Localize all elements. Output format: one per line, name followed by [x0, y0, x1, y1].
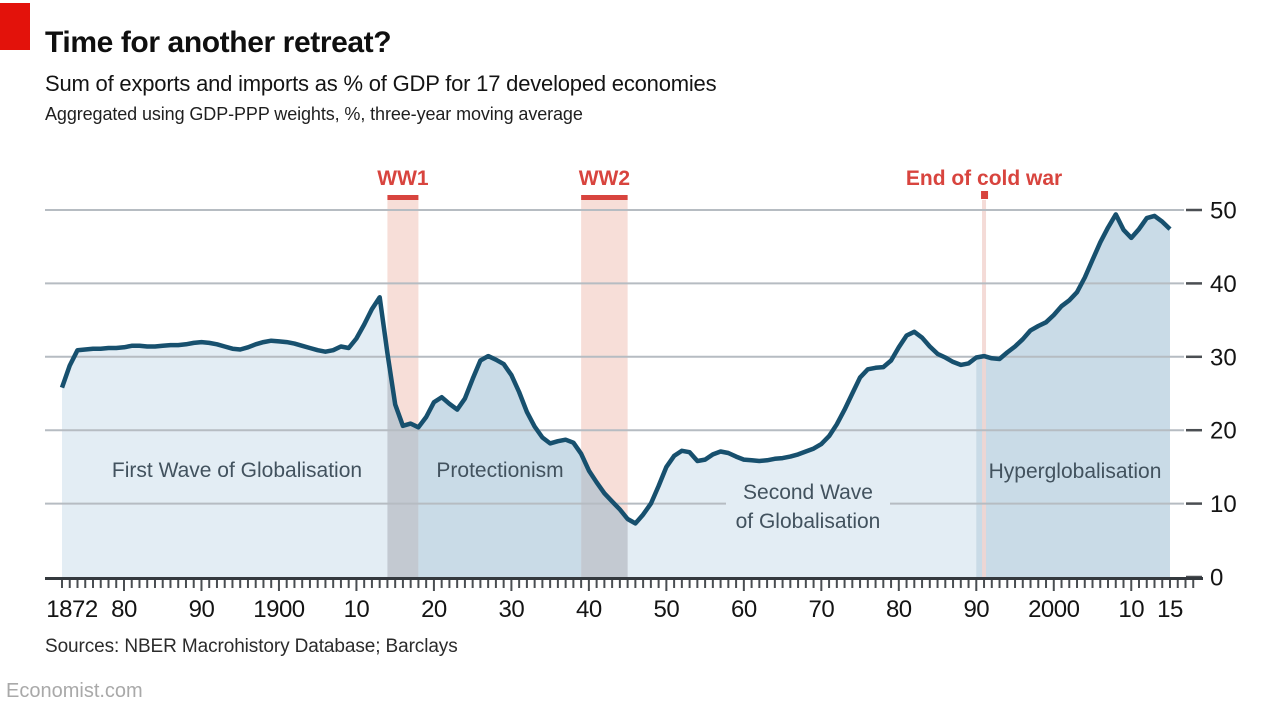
era-label-second-wave-line2: of Globalisation	[736, 510, 881, 533]
x-axis-label-1872: 1872	[46, 596, 98, 623]
chart-note: Aggregated using GDP-PPP weights, %, thr…	[45, 104, 583, 124]
x-axis-label-1970: 70	[808, 596, 834, 623]
y-axis-label-0: 0	[1210, 565, 1223, 592]
annotation-label-ww1: WW1	[377, 167, 429, 190]
x-axis-label-1910: 10	[344, 596, 370, 623]
era-label-first-wave: First Wave of Globalisation	[112, 459, 362, 482]
x-axis-label-1920: 20	[421, 596, 447, 623]
cold-war-event-line	[982, 200, 987, 577]
x-axis-label-1990: 90	[963, 596, 989, 623]
y-axis-label-20: 20	[1210, 418, 1237, 445]
era-label-knockout-second-wave	[726, 478, 890, 534]
era-label-hyper: Hyperglobalisation	[989, 460, 1162, 483]
x-axis-label-1960: 60	[731, 596, 757, 623]
annotation-bar-ww1	[387, 195, 419, 200]
x-axis-label-2000: 2000	[1028, 596, 1080, 623]
y-axis-label-40: 40	[1210, 271, 1237, 298]
x-axis-label-1930: 30	[499, 596, 525, 623]
era-band-protectionism	[418, 214, 582, 577]
chart-subtitle: Sum of exports and imports as % of GDP f…	[45, 71, 717, 96]
annotation-label-ww2: WW2	[579, 167, 630, 190]
y-axis-label-30: 30	[1210, 344, 1237, 371]
x-axis-label-1940: 40	[576, 596, 602, 623]
area-series-fill	[62, 214, 1170, 577]
trade-openness-line	[59, 212, 1172, 526]
x-axis-label-1880: 80	[111, 596, 137, 623]
x-axis-label-1890: 90	[189, 596, 215, 623]
x-axis-label-2010: 10	[1118, 596, 1144, 623]
x-axis-label-1980: 80	[886, 596, 912, 623]
annotation-tick-cold-war	[981, 191, 989, 199]
era-label-second-wave-line1: Second Wave	[743, 481, 873, 504]
y-axis-label-10: 10	[1210, 491, 1237, 518]
economist-brand: Economist.com	[6, 680, 143, 702]
sources-line: Sources: NBER Macrohistory Database; Bar…	[45, 636, 458, 657]
economist-red-tab	[0, 3, 30, 50]
annotation-bar-ww2	[581, 195, 628, 200]
x-axis-label-2015: 15	[1157, 596, 1183, 623]
chart-title: Time for another retreat?	[45, 26, 392, 59]
annotation-label-cold-war: End of cold war	[906, 167, 1062, 190]
era-band-hyper	[976, 214, 1170, 577]
x-axis-label-1950: 50	[654, 596, 680, 623]
x-axis-label-1900: 1900	[253, 596, 305, 623]
y-axis-label-50: 50	[1210, 198, 1237, 225]
era-label-protectionism: Protectionism	[436, 459, 563, 482]
